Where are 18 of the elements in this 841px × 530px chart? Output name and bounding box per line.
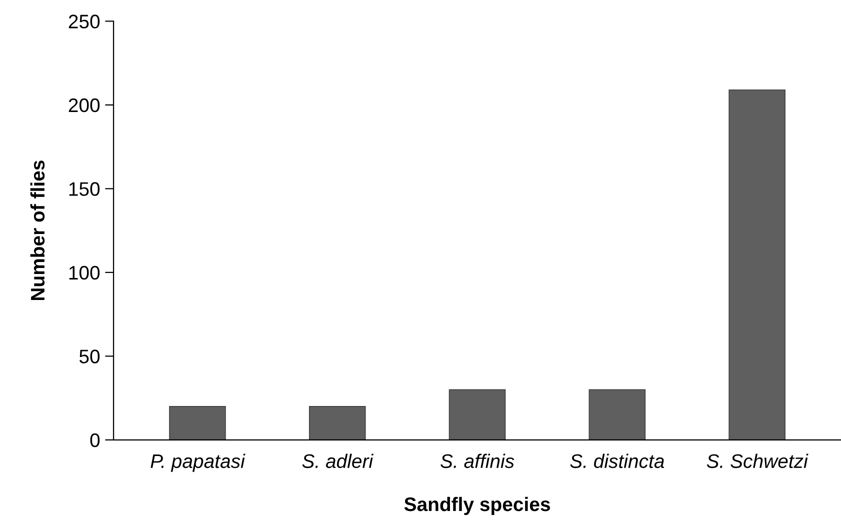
- y-axis-title: Number of flies: [30, 160, 45, 300]
- y-tick-label: 200: [68, 98, 100, 112]
- y-tick-label: 100: [69, 266, 100, 280]
- x-axis-title: Sandfly species: [404, 496, 550, 516]
- x-tick-label: S. Schwetzi: [706, 454, 808, 468]
- bar: [308, 406, 366, 440]
- x-tick-label: S. distincta: [570, 454, 664, 468]
- y-tick-label: 150: [69, 182, 100, 196]
- bar: [448, 389, 506, 440]
- y-tick-label: 50: [79, 350, 100, 364]
- bar: [728, 89, 786, 440]
- x-tick-label: P. papatasi: [150, 454, 246, 472]
- x-tick-label: S. affinis: [440, 454, 514, 468]
- x-tick-label: S. adleri: [302, 454, 374, 468]
- bar: [169, 406, 226, 440]
- y-tick-label: 250: [68, 14, 100, 28]
- bar: [588, 389, 646, 440]
- y-tick-label: 0: [90, 433, 100, 448]
